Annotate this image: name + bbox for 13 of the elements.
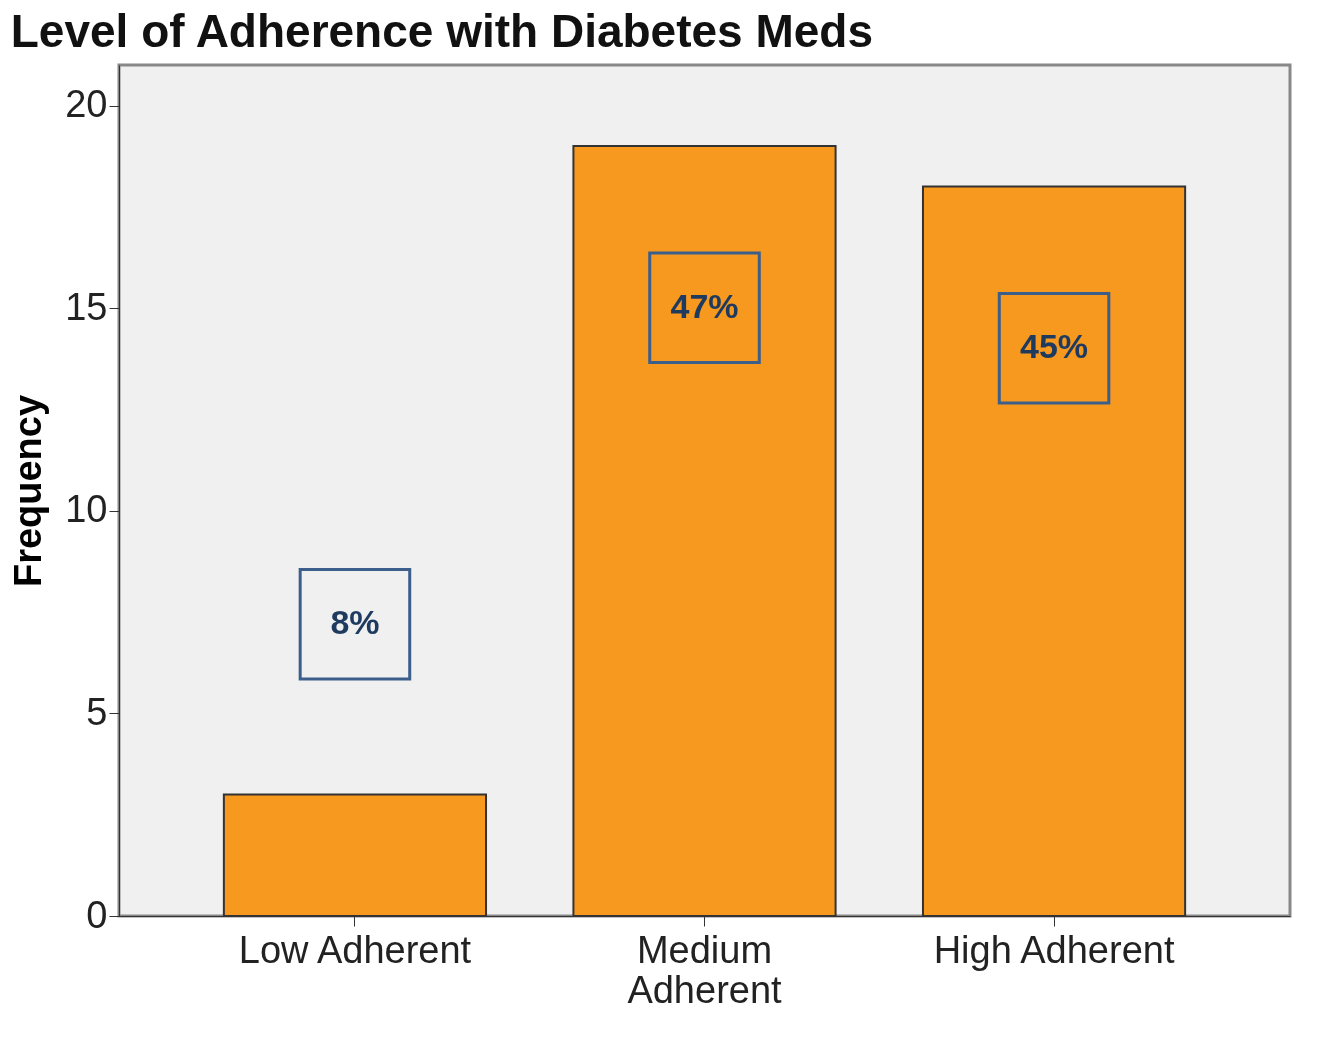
y-tick-label: 15	[65, 285, 108, 328]
annotation: 47%	[670, 286, 739, 325]
y-tick-label: 0	[86, 893, 108, 936]
x-tick-label: Low Adherent	[238, 928, 472, 971]
x-tick-label: Medium Adherent	[627, 928, 783, 1011]
annotation: 45%	[1020, 327, 1089, 366]
y-tick-label: 10	[65, 488, 108, 531]
x-tick-label: High Adherent	[933, 928, 1175, 971]
y-tick-label: 20	[65, 83, 108, 126]
y-axis-title: Frequency	[7, 394, 50, 588]
annotation: 8%	[330, 603, 380, 642]
y-tick-label: 5	[86, 690, 108, 733]
chart-title: Level of Adherence with Diabetes Meds	[10, 5, 874, 57]
